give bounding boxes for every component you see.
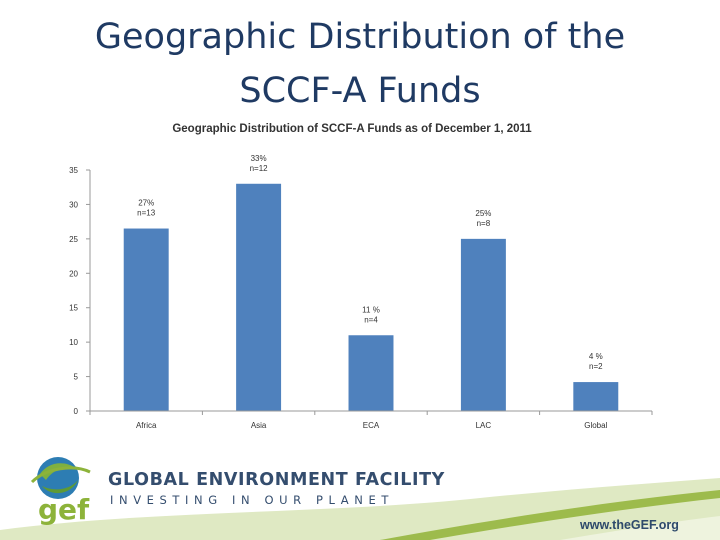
slide-title: Geographic Distribution of the SCCF-A Fu…: [0, 10, 720, 118]
bar-chart: Geographic Distribution of SCCF-A Funds …: [69, 123, 653, 430]
slide-title-line-1: Geographic Distribution of the: [94, 17, 626, 57]
bar-africa: [123, 228, 169, 411]
footer-swoosh-green: [380, 490, 720, 540]
data-label-africa: 27%: [138, 199, 154, 208]
y-tick-label: 15: [69, 304, 78, 313]
data-label-asia: 33%: [251, 154, 267, 163]
data-label-global: n=2: [589, 362, 603, 371]
bar-global: [573, 382, 619, 411]
footer-swoosh-pale: [560, 516, 720, 540]
data-label-asia: n=12: [250, 164, 269, 173]
x-tick-label: Asia: [251, 421, 267, 430]
org-tagline: INVESTING IN OUR PLANET: [110, 493, 394, 507]
bar-lac: [460, 238, 506, 411]
data-label-eca: n=4: [364, 315, 378, 324]
y-tick-label: 10: [69, 338, 78, 347]
gef-logo-text: gef: [38, 493, 90, 526]
footer-swoosh-light: [0, 478, 720, 540]
data-label-lac: 25%: [475, 209, 491, 218]
chart-title: Geographic Distribution of SCCF-A Funds …: [172, 123, 532, 135]
data-label-global: 4 %: [589, 352, 603, 361]
y-tick-label: 5: [74, 373, 79, 382]
website-link[interactable]: www.theGEF.org: [580, 518, 679, 532]
footer-band: [0, 478, 720, 540]
org-name: GLOBAL ENVIRONMENT FACILITY: [108, 470, 445, 490]
data-label-lac: n=8: [477, 219, 491, 228]
data-label-eca: 11 %: [362, 305, 380, 314]
bar-asia: [236, 183, 282, 411]
x-tick-label: Global: [584, 421, 607, 430]
bars: 27%n=13 33%n=12 11 %n=4 25%n=8 4 %n=2: [123, 154, 619, 411]
x-axis: Africa Asia ECA LAC Global: [89, 410, 653, 430]
gef-logo: gef: [30, 457, 91, 526]
bar-eca: [348, 335, 394, 411]
y-tick-label: 0: [74, 407, 79, 416]
data-label-africa: n=13: [137, 209, 156, 218]
slide-title-line-2: SCCF-A Funds: [239, 71, 481, 111]
y-tick-label: 25: [69, 235, 78, 244]
x-tick-label: ECA: [363, 421, 380, 430]
y-tick-label: 30: [69, 200, 78, 209]
orbit-icon: [30, 466, 91, 484]
y-axis: 0 5 10 15 20 25 30 35: [69, 166, 91, 416]
x-tick-label: Africa: [136, 421, 157, 430]
y-tick-label: 20: [69, 269, 78, 278]
y-tick-label: 35: [69, 166, 78, 175]
x-tick-label: LAC: [476, 421, 492, 430]
